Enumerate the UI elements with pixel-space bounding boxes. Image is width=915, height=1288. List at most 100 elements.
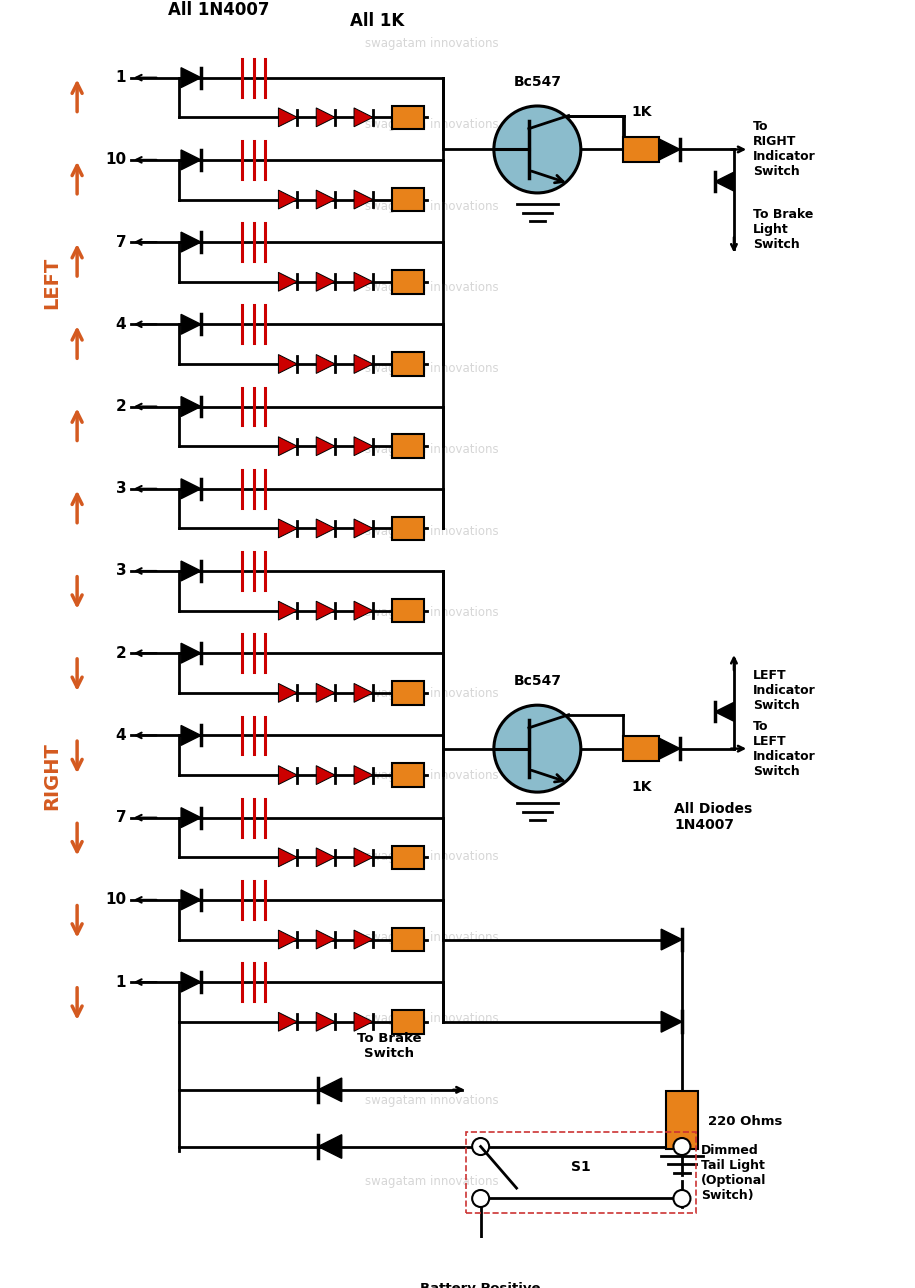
Text: 1: 1 <box>116 70 126 85</box>
Text: 10: 10 <box>105 152 126 167</box>
Polygon shape <box>662 1011 682 1032</box>
Text: 2: 2 <box>115 645 126 661</box>
Polygon shape <box>354 354 373 374</box>
Text: 220 Ohms: 220 Ohms <box>708 1114 783 1127</box>
Polygon shape <box>278 684 297 702</box>
Polygon shape <box>660 139 680 160</box>
Polygon shape <box>317 848 335 867</box>
Text: swagatam innovations: swagatam innovations <box>365 37 499 50</box>
Polygon shape <box>278 765 297 784</box>
Polygon shape <box>317 354 335 374</box>
Text: swagatam innovations: swagatam innovations <box>365 281 499 294</box>
Circle shape <box>673 1139 691 1155</box>
Polygon shape <box>317 765 335 784</box>
Polygon shape <box>660 738 680 759</box>
Text: Bc547: Bc547 <box>513 674 562 688</box>
Polygon shape <box>354 601 373 620</box>
Polygon shape <box>317 1012 335 1032</box>
Polygon shape <box>278 930 297 949</box>
Text: swagatam innovations: swagatam innovations <box>365 850 499 863</box>
Polygon shape <box>318 1135 341 1158</box>
Polygon shape <box>354 272 373 291</box>
Polygon shape <box>354 765 373 784</box>
Bar <box>392 188 424 211</box>
Text: 3: 3 <box>115 563 126 578</box>
Text: All 1K: All 1K <box>350 13 404 31</box>
Text: Bc547: Bc547 <box>513 75 562 89</box>
Polygon shape <box>317 191 335 209</box>
Bar <box>392 106 424 129</box>
Text: Dimmed
Tail Light
(Optional
Switch): Dimmed Tail Light (Optional Switch) <box>701 1144 766 1202</box>
Text: 4: 4 <box>115 317 126 332</box>
Polygon shape <box>181 972 201 992</box>
Bar <box>666 1091 698 1149</box>
Polygon shape <box>715 702 734 721</box>
Text: swagatam innovations: swagatam innovations <box>365 1012 499 1025</box>
Bar <box>392 1010 424 1033</box>
Polygon shape <box>181 479 201 498</box>
Text: 4: 4 <box>115 728 126 743</box>
Circle shape <box>472 1139 490 1155</box>
Bar <box>392 599 424 622</box>
Polygon shape <box>317 601 335 620</box>
Polygon shape <box>354 1012 373 1032</box>
Text: All Diodes
1N4007: All Diodes 1N4007 <box>674 801 753 832</box>
Polygon shape <box>715 173 734 191</box>
Text: To Brake
Light
Switch: To Brake Light Switch <box>753 209 813 251</box>
Circle shape <box>494 705 581 792</box>
Text: swagatam innovations: swagatam innovations <box>365 688 499 701</box>
Polygon shape <box>354 191 373 209</box>
Bar <box>392 516 424 540</box>
Polygon shape <box>181 725 201 746</box>
Bar <box>467 1132 696 1213</box>
Polygon shape <box>354 930 373 949</box>
Text: swagatam innovations: swagatam innovations <box>365 443 499 456</box>
Circle shape <box>472 1190 490 1207</box>
Polygon shape <box>181 314 201 334</box>
Polygon shape <box>278 354 297 374</box>
Circle shape <box>673 1190 691 1207</box>
Polygon shape <box>317 437 335 456</box>
Bar <box>392 270 424 294</box>
Polygon shape <box>317 272 335 291</box>
Text: To
LEFT
Indicator
Switch: To LEFT Indicator Switch <box>753 720 815 778</box>
Polygon shape <box>354 108 373 126</box>
Polygon shape <box>662 929 682 951</box>
Bar <box>392 927 424 952</box>
Text: swagatam innovations: swagatam innovations <box>365 931 499 944</box>
Polygon shape <box>181 643 201 663</box>
Polygon shape <box>181 232 201 252</box>
Text: swagatam innovations: swagatam innovations <box>365 1175 499 1188</box>
Polygon shape <box>278 848 297 867</box>
Polygon shape <box>181 808 201 828</box>
Bar <box>623 737 660 761</box>
Polygon shape <box>278 108 297 126</box>
Bar <box>392 764 424 787</box>
Text: swagatam innovations: swagatam innovations <box>365 769 499 782</box>
Polygon shape <box>354 437 373 456</box>
Polygon shape <box>354 519 373 538</box>
Polygon shape <box>317 519 335 538</box>
Bar <box>392 352 424 376</box>
Text: RIGHT: RIGHT <box>42 743 61 810</box>
Text: swagatam innovations: swagatam innovations <box>365 1094 499 1106</box>
Text: 7: 7 <box>115 810 126 826</box>
Polygon shape <box>317 108 335 126</box>
Text: 3: 3 <box>115 482 126 496</box>
Polygon shape <box>354 848 373 867</box>
Polygon shape <box>181 68 201 88</box>
Text: swagatam innovations: swagatam innovations <box>365 524 499 538</box>
Polygon shape <box>317 930 335 949</box>
Text: 7: 7 <box>115 234 126 250</box>
Text: Battery Positive: Battery Positive <box>420 1282 541 1288</box>
Text: 10: 10 <box>105 893 126 907</box>
Polygon shape <box>317 684 335 702</box>
Polygon shape <box>181 397 201 416</box>
Text: swagatam innovations: swagatam innovations <box>365 118 499 131</box>
Text: 2: 2 <box>115 399 126 413</box>
Bar <box>392 845 424 869</box>
Polygon shape <box>181 149 201 170</box>
Polygon shape <box>354 684 373 702</box>
Text: 1K: 1K <box>631 779 651 793</box>
Bar <box>623 138 660 162</box>
